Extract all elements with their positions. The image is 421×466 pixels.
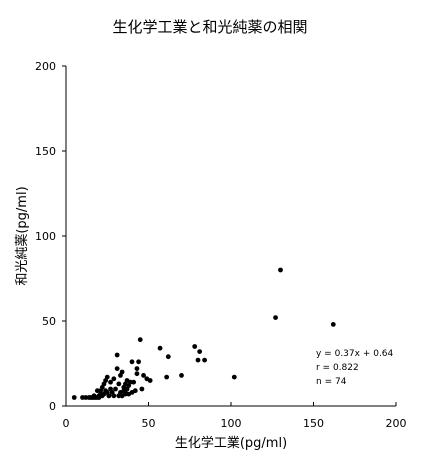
data-point (134, 371, 140, 377)
y-tick-label: 100 (35, 230, 56, 243)
data-point (83, 395, 89, 400)
data-point (134, 366, 140, 371)
y-tick-label: 0 (49, 400, 56, 413)
annotation-equation: y = 0.37x + 0.64 (316, 349, 394, 359)
x-tick-label: 100 (221, 417, 242, 430)
x-ticks: 0 50 100 150 200 (63, 402, 407, 430)
data-point (157, 345, 163, 351)
regression-annotation: y = 0.37x + 0.64 r = 0.822 n = 74 (316, 349, 394, 387)
data-point (114, 366, 120, 371)
data-point (104, 374, 110, 380)
chart-title: 生化学工業と和光純薬の相関 (112, 18, 307, 36)
data-point (278, 267, 283, 273)
data-point (192, 344, 198, 349)
data-point (127, 379, 133, 385)
y-axis-label: 和光純薬(pg/ml) (15, 186, 30, 285)
data-point (111, 376, 117, 382)
data-point (94, 388, 100, 394)
data-point (139, 386, 145, 392)
data-point (165, 354, 171, 360)
data-point (80, 395, 85, 400)
annotation-n: n = 74 (316, 377, 347, 387)
y-ticks: 0 50 100 150 200 (35, 60, 66, 413)
data-point (123, 390, 128, 395)
x-tick-label: 150 (303, 417, 324, 430)
data-point (119, 369, 125, 375)
annotation-r: r = 0.822 (316, 363, 359, 373)
x-axis-label: 生化学工業(pg/ml) (175, 435, 287, 451)
data-point (114, 352, 120, 358)
data-point (132, 388, 138, 394)
data-point (129, 359, 135, 365)
data-point (197, 349, 203, 354)
x-tick-label: 200 (386, 417, 407, 430)
data-points (71, 267, 336, 400)
data-point (108, 379, 113, 385)
x-tick-label: 50 (142, 417, 156, 430)
data-point (195, 357, 201, 363)
data-point (113, 386, 118, 392)
y-tick-label: 50 (42, 315, 56, 328)
x-tick-label: 0 (63, 417, 70, 430)
data-point (202, 357, 208, 363)
data-point (111, 393, 117, 399)
data-point (164, 374, 170, 380)
data-point (330, 322, 336, 327)
y-tick-label: 200 (35, 60, 56, 73)
y-tick-label: 150 (35, 145, 56, 158)
data-point (106, 393, 112, 399)
data-point (131, 379, 137, 385)
data-point (141, 373, 146, 378)
data-point (231, 374, 237, 380)
data-point (91, 393, 97, 399)
data-point (116, 381, 122, 387)
data-point (136, 359, 142, 365)
data-point (273, 315, 278, 320)
data-point (71, 395, 77, 400)
data-point (179, 373, 184, 378)
data-point (137, 337, 143, 343)
data-point (119, 393, 125, 399)
data-point (147, 378, 153, 383)
